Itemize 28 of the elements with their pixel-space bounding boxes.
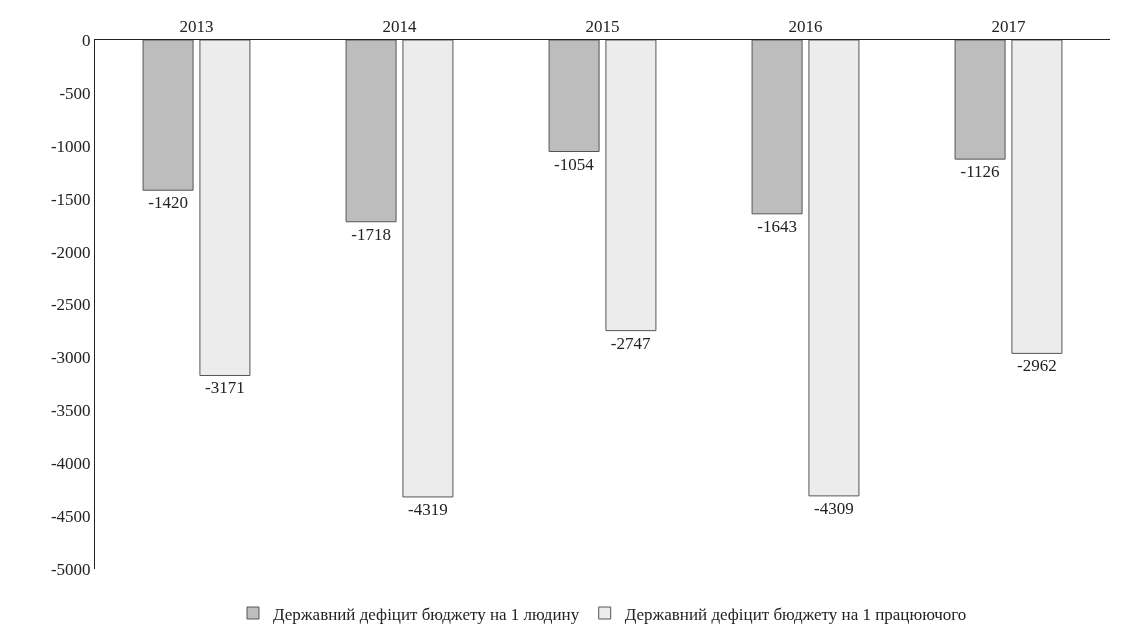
- data-label: -1420: [148, 193, 188, 213]
- data-label: -2962: [1017, 356, 1057, 376]
- x-tick-label: 2014: [382, 17, 417, 37]
- y-tick-label: -2500: [50, 295, 91, 315]
- y-tick-label: -500: [59, 83, 91, 103]
- data-label: -4309: [814, 498, 854, 518]
- y-tick-label: -3000: [50, 348, 91, 368]
- y-tick-label: -2000: [50, 242, 91, 262]
- data-label: -4319: [408, 499, 448, 519]
- data-label: -1054: [554, 154, 595, 174]
- data-label: -1643: [757, 216, 797, 236]
- y-tick-label: -4000: [50, 454, 91, 474]
- x-tick-label: 2013: [179, 17, 214, 37]
- x-tick-label: 2017: [991, 17, 1026, 37]
- data-label: -1718: [351, 224, 391, 244]
- data-label: -3171: [205, 378, 245, 398]
- y-tick-label: -5000: [50, 559, 91, 579]
- y-tick-label: -1000: [50, 136, 91, 156]
- y-tick-label: -3500: [50, 401, 91, 421]
- legend-label: Державний дефіцит бюджету на 1 людину: [273, 604, 580, 624]
- data-label: -2747: [610, 333, 651, 353]
- x-tick-label: 2016: [788, 17, 823, 37]
- x-tick-label: 2015: [585, 17, 620, 37]
- y-tick-label: -1500: [50, 189, 91, 209]
- data-label: -1126: [960, 162, 1000, 182]
- y-tick-label: 0: [82, 30, 91, 50]
- y-tick-label: -4500: [50, 507, 91, 527]
- legend-label: Державний дефіцит бюджету на 1 працюючого: [624, 604, 967, 624]
